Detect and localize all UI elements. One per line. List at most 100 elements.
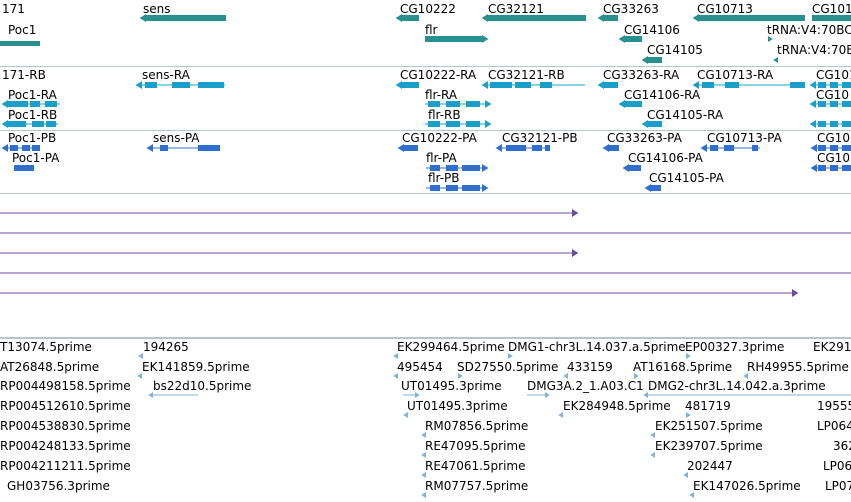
feature-glyph[interactable] (648, 121, 662, 127)
feature-label[interactable]: RM07856.5prime (425, 419, 529, 433)
exon-glyph[interactable] (724, 145, 734, 151)
feature-label[interactable]: sens-RA (142, 68, 190, 82)
exon-glyph[interactable] (752, 145, 758, 151)
feature-label[interactable]: Poc1-PA (12, 151, 60, 165)
feature-label[interactable]: CG33263-PA (607, 131, 682, 145)
feature-label[interactable]: CG101 (812, 2, 851, 16)
feature-label[interactable]: flr-PB (428, 171, 460, 185)
feature-glyph[interactable] (625, 101, 642, 107)
feature-label[interactable]: UT01495.3prime (407, 399, 508, 413)
exon-glyph[interactable] (830, 145, 838, 151)
feature-label[interactable]: tRNA:V4:70B (777, 43, 851, 57)
feature-label[interactable]: RP004248133.5prime (0, 439, 131, 453)
feature-label[interactable]: tRNA:V4:70BC (767, 23, 851, 37)
feature-glyph[interactable] (402, 15, 419, 21)
feature-label[interactable]: CG101 (816, 68, 851, 82)
exon-glyph[interactable] (830, 101, 838, 107)
feature-label[interactable]: DMG3A.2_1.A03.C1 (527, 379, 644, 393)
exon-glyph[interactable] (446, 101, 460, 107)
feature-label[interactable]: sens (143, 2, 171, 16)
feature-label[interactable]: flr-PA (426, 151, 457, 165)
feature-label[interactable]: 171-RB (2, 68, 46, 82)
feature-glyph[interactable] (488, 15, 586, 21)
feature-label[interactable]: CG10 (817, 151, 850, 165)
feature-label[interactable]: CG10222-PA (402, 131, 477, 145)
exon-glyph[interactable] (8, 101, 28, 107)
feature-label[interactable]: CG10222-RA (400, 68, 477, 82)
feature-label[interactable]: EP00327.3prime (685, 340, 785, 354)
feature-label[interactable]: 194265 (143, 340, 189, 354)
feature-label[interactable]: flr (425, 23, 438, 37)
exon-glyph[interactable] (446, 185, 458, 191)
exon-glyph[interactable] (198, 145, 216, 151)
feature-label[interactable]: CG10 (817, 131, 850, 145)
exon-glyph[interactable] (818, 82, 826, 88)
feature-label[interactable]: CG10222 (400, 2, 456, 16)
exon-glyph[interactable] (198, 82, 224, 88)
feature-glyph[interactable] (146, 15, 226, 21)
exon-glyph[interactable] (842, 82, 851, 88)
exon-glyph[interactable] (32, 145, 40, 151)
exon-glyph[interactable] (430, 185, 440, 191)
feature-label[interactable]: T13074.5prime (0, 340, 92, 354)
exon-glyph[interactable] (466, 121, 480, 127)
exon-glyph[interactable] (818, 165, 826, 171)
feature-label[interactable]: 202447 (687, 459, 733, 473)
feature-label[interactable]: AT26848.5prime (0, 360, 100, 374)
exon-glyph[interactable] (10, 145, 18, 151)
exon-glyph[interactable] (790, 82, 805, 88)
feature-glyph[interactable] (812, 15, 851, 21)
exon-glyph[interactable] (515, 82, 531, 88)
exon-glyph[interactable] (462, 165, 480, 171)
feature-label[interactable]: 171 (2, 2, 25, 16)
exon-glyph[interactable] (32, 121, 44, 127)
feature-glyph[interactable] (604, 82, 618, 88)
feature-label[interactable]: 433159 (567, 360, 613, 374)
feature-label[interactable]: 495454 (397, 360, 443, 374)
feature-label[interactable]: RE47061.5prime (425, 459, 526, 473)
feature-label[interactable]: RH49955.5prime (747, 360, 849, 374)
exon-glyph[interactable] (710, 145, 718, 151)
feature-glyph[interactable] (425, 36, 482, 42)
feature-label[interactable]: EK239707.5prime (655, 439, 763, 453)
exon-glyph[interactable] (830, 121, 838, 127)
feature-label[interactable]: RP004538830.5prime (0, 419, 131, 433)
exon-glyph[interactable] (490, 82, 512, 88)
feature-glyph[interactable] (0, 41, 40, 46)
feature-glyph[interactable] (402, 82, 419, 88)
feature-label[interactable]: CG14106-PA (628, 151, 703, 165)
exon-glyph[interactable] (818, 101, 826, 107)
feature-label[interactable]: flr-RA (425, 88, 458, 102)
exon-glyph[interactable] (842, 145, 851, 151)
exon-glyph[interactable] (446, 165, 458, 171)
feature-label[interactable]: CG10713-RA (697, 68, 774, 82)
feature-label[interactable]: CG14105 (647, 43, 703, 57)
exon-glyph[interactable] (540, 82, 552, 88)
feature-label[interactable]: DMG1-chr3L.14.037.a.5prime (508, 340, 686, 354)
feature-label[interactable]: Poc1-PB (8, 131, 57, 145)
exon-glyph[interactable] (145, 82, 157, 88)
feature-label[interactable]: DMG2-chr3L.14.042.a.3prime (648, 379, 826, 393)
exon-glyph[interactable] (818, 121, 826, 127)
exon-glyph[interactable] (702, 82, 714, 88)
feature-label[interactable]: CG10713-PA (707, 131, 782, 145)
feature-label[interactable]: RP004498158.5prime (0, 379, 131, 393)
feature-glyph[interactable] (14, 165, 34, 171)
exon-glyph[interactable] (172, 82, 190, 88)
feature-label[interactable]: EK147026.5prime (693, 479, 801, 493)
exon-glyph[interactable] (842, 165, 851, 171)
exon-glyph[interactable] (830, 165, 838, 171)
feature-glyph[interactable] (629, 165, 641, 171)
exon-glyph[interactable] (462, 185, 480, 191)
feature-label[interactable]: UT01495.3prime (401, 379, 502, 393)
feature-label[interactable]: CG32121-RB (488, 68, 565, 82)
feature-label[interactable]: EK284948.5prime (563, 399, 671, 413)
exon-glyph[interactable] (430, 165, 440, 171)
feature-glyph[interactable] (651, 185, 661, 191)
exon-glyph[interactable] (8, 121, 26, 127)
feature-label[interactable]: CG32121-PB (502, 131, 578, 145)
feature-label[interactable]: 481719 (685, 399, 731, 413)
feature-glyph[interactable] (609, 145, 619, 151)
exon-glyph[interactable] (46, 121, 56, 127)
feature-label[interactable]: CG33263 (603, 2, 659, 16)
